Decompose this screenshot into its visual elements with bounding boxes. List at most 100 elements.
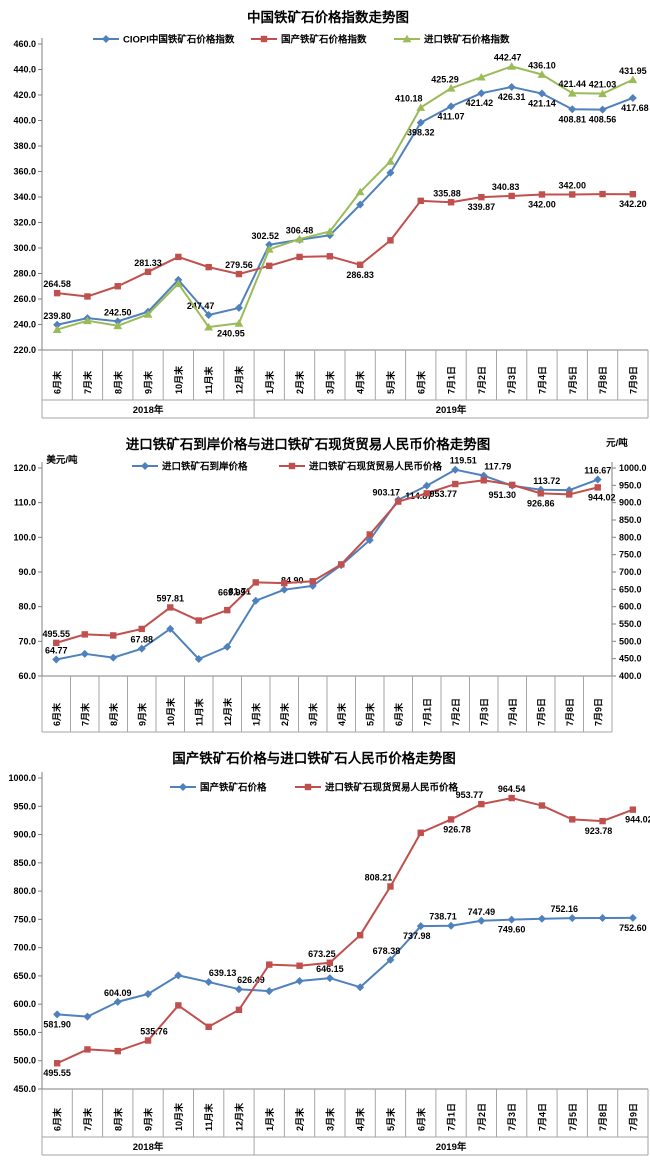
chart-section-ciopi-index: 中国铁矿石价格指数走势图 CIOPI中国铁矿石价格指数 国产铁矿石价格指数 进口铁矿… xyxy=(0,0,650,430)
data-point-marker xyxy=(109,653,118,662)
series-1: 495.55 597.81 669.99 903.17 953.77 951.30 926.… xyxy=(42,477,616,647)
data-point-marker xyxy=(204,322,214,331)
data-point-marker xyxy=(508,192,515,200)
data-point-marker xyxy=(507,82,516,91)
data-point-marker xyxy=(598,914,607,923)
data-point-marker xyxy=(628,75,638,84)
data-point-marker xyxy=(113,317,122,326)
y-tick-label: 360.0 xyxy=(13,167,36,177)
y-tick-label: 460.0 xyxy=(13,39,36,49)
data-point-marker xyxy=(195,617,202,624)
x-tick-label: 6月末 xyxy=(52,1107,63,1131)
series-line xyxy=(56,85,634,326)
y-tick-label: 1000.0 xyxy=(8,773,36,783)
x-tick-label: 7月5日 xyxy=(568,1103,578,1131)
data-point-marker xyxy=(338,561,345,568)
data-point-marker xyxy=(110,632,117,639)
data-point-marker xyxy=(281,579,288,587)
y-tick-label: 800.0 xyxy=(13,886,36,896)
y2-tick-label: 950.0 xyxy=(619,480,642,490)
data-point-label: 944.02 xyxy=(588,492,616,502)
data-point-marker xyxy=(266,961,273,968)
data-point-marker xyxy=(143,310,153,318)
data-point-label: 421.44 xyxy=(558,79,586,89)
data-point-label: 426.31 xyxy=(498,92,526,102)
data-point-label: 281.33 xyxy=(134,258,162,268)
legend-label: 进口铁矿石价格指数 xyxy=(424,34,510,46)
data-point-marker xyxy=(113,321,123,330)
x-tick-label: 7月3日 xyxy=(507,366,517,394)
x-tick-label: 12月末 xyxy=(233,1102,244,1131)
y2-tick-label: 650.0 xyxy=(619,584,642,594)
import-price-line-chart: 进口铁矿石到岸价格与进口铁矿石现货贸易人民币价格走势图 美元/吨 元/吨 进口铁… xyxy=(0,430,650,745)
y-tick-label: 900.0 xyxy=(13,830,36,840)
data-point-marker xyxy=(386,157,395,165)
data-point-marker xyxy=(356,261,364,268)
x-tick-label: 4月末 xyxy=(355,1107,366,1131)
data-point-label: 673.25 xyxy=(308,949,336,959)
x-tick-label: 7月4日 xyxy=(537,366,547,394)
data-point-label: 581.90 xyxy=(43,1019,71,1029)
data-point-marker xyxy=(598,105,607,114)
data-point-marker xyxy=(295,234,304,243)
data-point-marker xyxy=(628,93,637,102)
legend-label: 国产铁矿石价格 xyxy=(200,782,267,794)
data-point-label: 410.18 xyxy=(395,94,423,104)
y2-axis-unit-label: 元/吨 xyxy=(606,437,628,449)
data-point-label: 342.00 xyxy=(528,199,556,209)
x-tick-label: 7月末 xyxy=(82,1107,93,1131)
data-point-marker xyxy=(386,955,395,964)
x-tick-label: 8月末 xyxy=(112,1107,123,1131)
data-point-marker xyxy=(599,190,606,198)
x-tick-label: 2月末 xyxy=(294,1107,305,1131)
data-point-marker xyxy=(309,578,316,585)
chart-canvas: 进口铁矿石到岸价格 进口铁矿石现货贸易人民币价格 60.0 70.0 80.0 90.0 1… xyxy=(13,456,647,733)
data-point-marker xyxy=(452,480,459,488)
y-tick-label: 650.0 xyxy=(13,971,36,981)
y-tick-label: 320.0 xyxy=(13,218,36,228)
data-point-marker xyxy=(234,985,243,994)
y-tick-label: 850.0 xyxy=(13,858,36,868)
data-point-label: 81.71 xyxy=(228,587,251,597)
x-tick-label: 6月末 xyxy=(415,1107,426,1131)
data-point-marker xyxy=(81,631,88,638)
data-point-marker xyxy=(386,168,395,177)
data-point-marker xyxy=(417,197,424,205)
series-line xyxy=(57,193,633,298)
data-point-marker xyxy=(266,262,273,270)
legend-label: 进口铁矿石现货贸易人民币价格 xyxy=(309,461,443,473)
data-point-label: 117.79 xyxy=(484,462,511,472)
chart-section-domestic-vs-import-rmb: 国产铁矿石价格与进口铁矿石人民币价格走势图 国产铁矿石价格 进口铁矿石现货贸易人民… xyxy=(0,745,650,1165)
data-point-marker xyxy=(326,253,334,260)
data-point-marker xyxy=(224,606,231,614)
data-point-label: 535.76 xyxy=(140,1027,168,1037)
data-point-marker xyxy=(296,962,303,969)
y2-tick-label: 500.0 xyxy=(619,636,642,646)
x-tick-label: 1月末 xyxy=(264,1107,275,1131)
legend-diamond-icon xyxy=(179,783,187,791)
x-tick-label: 8月末 xyxy=(108,702,119,726)
series-line xyxy=(56,468,599,661)
data-point-marker xyxy=(235,270,243,278)
data-point-label: 113.72 xyxy=(533,476,560,486)
data-point-marker xyxy=(447,921,456,930)
data-point-marker xyxy=(251,596,260,605)
data-point-marker xyxy=(137,644,146,653)
data-point-marker xyxy=(446,84,456,92)
data-point-marker xyxy=(166,624,175,633)
data-point-label: 442.47 xyxy=(494,52,522,62)
data-point-label: 678.38 xyxy=(373,946,401,956)
x-tick-label: 9月末 xyxy=(136,702,147,726)
data-point-marker xyxy=(567,88,577,97)
chart-title-domestic: 国产铁矿石价格与进口铁矿石人民币价格走势图 xyxy=(172,750,456,766)
data-point-label: 116.67 xyxy=(584,466,611,476)
data-point-marker xyxy=(395,498,402,505)
data-point-marker xyxy=(568,914,577,923)
legend-label: 进口铁矿石到岸价格 xyxy=(162,461,248,473)
x-tick-label: 11月末 xyxy=(203,365,214,394)
series-1: 495.55 535.76 673.25 808.21 926.78 953.77 964.… xyxy=(43,784,650,1078)
data-point-label: 495.55 xyxy=(43,1068,71,1078)
